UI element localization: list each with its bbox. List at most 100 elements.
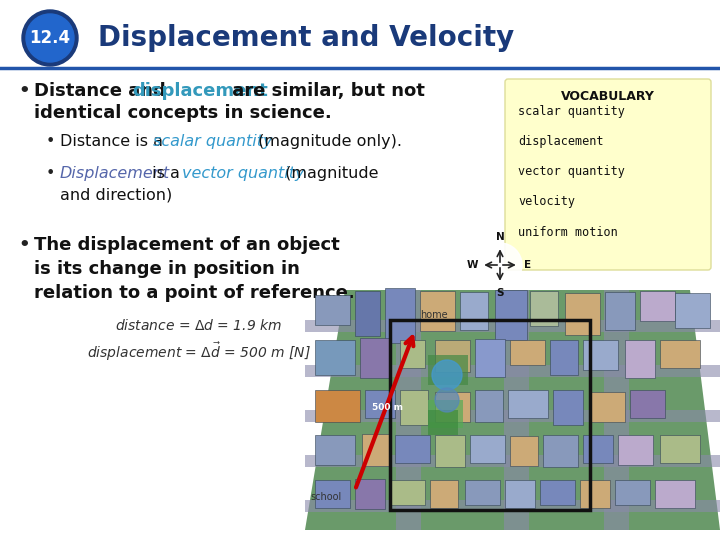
Text: N: N bbox=[495, 232, 505, 242]
Bar bbox=[360, 338, 390, 378]
Bar bbox=[465, 480, 500, 505]
Text: VOCABULARY: VOCABULARY bbox=[561, 90, 655, 103]
Text: scalar quantity: scalar quantity bbox=[153, 134, 272, 149]
Text: relation to a point of reference.: relation to a point of reference. bbox=[34, 284, 355, 302]
Text: 500 m: 500 m bbox=[372, 403, 403, 412]
Polygon shape bbox=[396, 290, 421, 530]
Bar bbox=[625, 340, 655, 378]
Bar bbox=[430, 480, 458, 508]
Bar bbox=[420, 291, 455, 331]
Bar bbox=[390, 480, 425, 505]
Bar bbox=[315, 295, 350, 325]
Polygon shape bbox=[604, 290, 629, 530]
Polygon shape bbox=[305, 320, 720, 332]
Text: •: • bbox=[46, 134, 55, 149]
Bar bbox=[428, 410, 458, 435]
Text: vector quantity: vector quantity bbox=[518, 165, 625, 179]
Bar bbox=[505, 480, 535, 508]
Bar bbox=[475, 339, 505, 377]
Bar bbox=[630, 390, 665, 418]
Bar bbox=[550, 340, 578, 375]
Text: Distance and: Distance and bbox=[34, 82, 172, 100]
Circle shape bbox=[478, 243, 522, 287]
Bar bbox=[530, 291, 558, 326]
Circle shape bbox=[432, 360, 462, 390]
Text: displacement: displacement bbox=[132, 82, 268, 100]
Text: •: • bbox=[18, 82, 30, 100]
Bar bbox=[495, 290, 527, 340]
Bar bbox=[543, 435, 578, 467]
Text: are similar, but not: are similar, but not bbox=[226, 82, 425, 100]
Text: displacement: displacement bbox=[518, 136, 603, 148]
Bar bbox=[510, 436, 538, 466]
Circle shape bbox=[26, 14, 74, 62]
Polygon shape bbox=[504, 290, 529, 530]
Bar bbox=[655, 480, 695, 508]
Bar bbox=[508, 390, 548, 418]
Text: is a: is a bbox=[147, 166, 185, 181]
Bar bbox=[435, 392, 470, 422]
Bar bbox=[362, 434, 390, 466]
Bar bbox=[355, 291, 380, 336]
Bar bbox=[660, 340, 700, 368]
Polygon shape bbox=[305, 365, 720, 377]
Bar bbox=[460, 292, 488, 330]
Circle shape bbox=[435, 388, 459, 412]
Bar bbox=[660, 435, 700, 463]
Text: •: • bbox=[46, 166, 55, 181]
Bar bbox=[540, 480, 575, 505]
Text: scalar quantity: scalar quantity bbox=[518, 105, 625, 118]
Bar bbox=[365, 390, 395, 418]
Text: E: E bbox=[524, 260, 531, 270]
Text: school: school bbox=[310, 492, 341, 502]
Bar bbox=[390, 320, 590, 510]
Bar bbox=[618, 435, 653, 465]
Text: Displacement and Velocity: Displacement and Velocity bbox=[98, 24, 514, 52]
Text: distance = $\Delta d$ = 1.9 km: distance = $\Delta d$ = 1.9 km bbox=[115, 318, 282, 333]
Bar bbox=[315, 480, 350, 508]
Bar bbox=[355, 479, 385, 509]
Bar bbox=[675, 293, 710, 328]
Text: identical concepts in science.: identical concepts in science. bbox=[34, 104, 332, 122]
Bar bbox=[428, 355, 468, 385]
Bar bbox=[315, 435, 355, 465]
Polygon shape bbox=[305, 500, 720, 512]
Polygon shape bbox=[305, 410, 720, 422]
Bar bbox=[590, 392, 625, 422]
Text: is its change in position in: is its change in position in bbox=[34, 260, 300, 278]
Bar bbox=[475, 390, 503, 422]
Bar bbox=[565, 293, 600, 335]
Text: W: W bbox=[467, 260, 477, 270]
Bar bbox=[315, 390, 360, 422]
Text: •: • bbox=[18, 236, 30, 254]
Text: vector quantity: vector quantity bbox=[182, 166, 305, 181]
Bar bbox=[510, 340, 545, 365]
Bar bbox=[470, 435, 505, 463]
Polygon shape bbox=[305, 455, 720, 467]
Bar bbox=[435, 435, 465, 467]
Bar bbox=[400, 340, 425, 368]
Text: and direction): and direction) bbox=[60, 188, 172, 203]
Bar bbox=[553, 390, 583, 425]
Bar bbox=[315, 340, 355, 375]
Bar bbox=[580, 480, 610, 508]
Bar bbox=[615, 480, 650, 505]
Bar bbox=[400, 390, 428, 425]
FancyBboxPatch shape bbox=[505, 79, 711, 270]
Text: velocity: velocity bbox=[518, 195, 575, 208]
Text: uniform motion: uniform motion bbox=[518, 226, 618, 239]
Text: (magnitude: (magnitude bbox=[280, 166, 379, 181]
Text: Distance is a: Distance is a bbox=[60, 134, 168, 149]
Text: 12.4: 12.4 bbox=[30, 29, 71, 47]
Bar bbox=[435, 340, 470, 372]
Text: home: home bbox=[420, 310, 448, 320]
Text: The displacement of an object: The displacement of an object bbox=[34, 236, 340, 254]
Bar bbox=[583, 435, 613, 463]
Bar bbox=[605, 292, 635, 330]
Text: (magnitude only).: (magnitude only). bbox=[253, 134, 402, 149]
Bar bbox=[640, 291, 675, 321]
Bar bbox=[428, 400, 463, 428]
Polygon shape bbox=[305, 290, 720, 530]
Text: displacement = $\Delta \vec{d}$ = 500 m [N]: displacement = $\Delta \vec{d}$ = 500 m … bbox=[87, 340, 311, 363]
Bar bbox=[395, 435, 430, 463]
